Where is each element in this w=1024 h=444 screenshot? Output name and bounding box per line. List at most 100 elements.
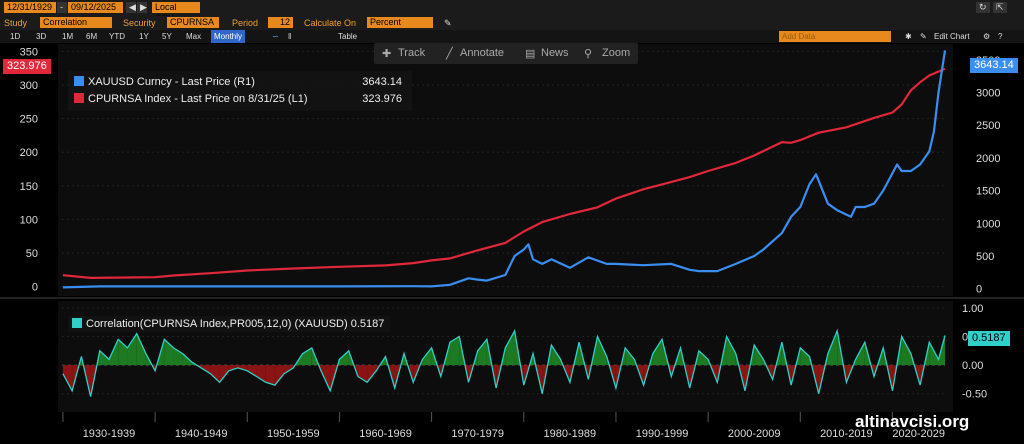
corr-area-segment bbox=[136, 333, 146, 366]
line-chart-icon[interactable]: ∽ bbox=[272, 32, 279, 41]
x-tick-label: 1950-1959 bbox=[267, 428, 320, 440]
bar-chart-icon[interactable]: ‖ bbox=[288, 32, 292, 41]
corr-area-segment bbox=[99, 350, 110, 366]
track-button[interactable]: Track bbox=[398, 47, 426, 59]
zoom-icon: ⚲ bbox=[584, 48, 593, 60]
corr-area-segment bbox=[698, 350, 709, 366]
corr-last-badge: 0.5187 bbox=[968, 331, 1010, 346]
calc-select[interactable]: Percent bbox=[367, 17, 433, 28]
cpi-swatch bbox=[74, 93, 84, 103]
right-tick-label: 0 bbox=[976, 284, 982, 296]
corr-swatch bbox=[72, 318, 82, 328]
gear-icon[interactable]: ⚙ bbox=[983, 32, 991, 41]
x-tick-label: 1930-1939 bbox=[83, 428, 136, 440]
edit-icon[interactable]: ✎ bbox=[920, 32, 927, 41]
security-label: Security bbox=[123, 18, 156, 28]
x-tick-label: 1940-1949 bbox=[175, 428, 228, 440]
gold-series-line bbox=[62, 50, 947, 289]
corr-area-segment bbox=[652, 339, 663, 366]
track-icon: ✚ bbox=[382, 48, 392, 60]
x-tick-label: 2010-2019 bbox=[820, 428, 873, 440]
watermark: altinavcisi.org bbox=[855, 412, 970, 431]
frequency-select[interactable]: Monthly bbox=[211, 30, 246, 43]
left-tick-label: 350 bbox=[20, 46, 38, 58]
left-tick-label: 150 bbox=[20, 181, 38, 193]
corr-area-segment bbox=[800, 347, 810, 366]
corr-tick-label: 1.00 bbox=[962, 303, 983, 315]
table-button[interactable]: Table bbox=[338, 32, 358, 41]
corr-area-segment bbox=[450, 336, 460, 366]
left-tick-label: 250 bbox=[20, 114, 38, 126]
expand-icon[interactable]: ⇱ bbox=[993, 2, 1007, 13]
corr-area-segment bbox=[238, 365, 248, 371]
help-icon[interactable]: ? bbox=[998, 32, 1003, 41]
corr-tick-label: 0.00 bbox=[962, 360, 983, 372]
legend-item-cpi[interactable]: CPURNSA Index - Last Price on 8/31/25 (L… bbox=[74, 91, 308, 107]
start-date-field[interactable]: 12/31/1929 bbox=[4, 2, 56, 13]
period-field[interactable]: 12 bbox=[268, 17, 293, 28]
corr-area-segment bbox=[357, 365, 368, 383]
corr-area-segment bbox=[219, 365, 229, 383]
legend-label-cpi: CPURNSA Index - Last Price on 8/31/25 (L… bbox=[88, 93, 308, 105]
corr-area-segment bbox=[477, 339, 487, 366]
study-select[interactable]: Correlation bbox=[40, 17, 112, 28]
corr-area-segment bbox=[256, 365, 266, 383]
next-arrow-icon[interactable]: ▶ bbox=[137, 2, 147, 13]
calc-label: Calculate On bbox=[304, 18, 357, 28]
corr-area-segment bbox=[228, 365, 239, 371]
corr-area-segment bbox=[302, 347, 312, 366]
legend-value-gold: 3643.14 bbox=[362, 76, 402, 88]
x-tick-label: 2000-2009 bbox=[728, 428, 781, 440]
edit-chart-button[interactable]: Edit Chart bbox=[934, 32, 970, 41]
x-tick-label: 2020-2029 bbox=[892, 428, 945, 440]
period-label: Period bbox=[232, 18, 259, 28]
corr-series-line bbox=[62, 328, 946, 397]
annotate-icon: ╱ bbox=[446, 48, 453, 60]
date-separator: - bbox=[57, 2, 67, 13]
news-button[interactable]: News bbox=[541, 47, 569, 59]
range-6m[interactable]: 6M bbox=[86, 32, 98, 41]
legend-item-gold[interactable]: XAUUSD Curncy - Last Price (R1) bbox=[74, 74, 255, 90]
settings-icon[interactable]: ✱ bbox=[905, 32, 912, 41]
corr-area-segment bbox=[827, 330, 838, 366]
range-1m[interactable]: 1M bbox=[62, 32, 74, 41]
range-max[interactable]: Max bbox=[186, 32, 202, 41]
corr-area-segment bbox=[422, 347, 432, 366]
range-1d[interactable]: 1D bbox=[10, 32, 21, 41]
right-tick-label: 1500 bbox=[976, 186, 1000, 198]
range-ytd[interactable]: YTD bbox=[109, 32, 125, 41]
gold-last-badge: 3643.14 bbox=[970, 58, 1018, 73]
x-tick-label: 1960-1969 bbox=[359, 428, 412, 440]
left-tick-label: 100 bbox=[20, 214, 38, 226]
corr-area-segment bbox=[754, 345, 764, 366]
header-bar: 12/31/1929 - 09/12/2025 ◀ ▶ Local CCY ↻ … bbox=[0, 0, 1024, 23]
pencil-icon[interactable]: ✎ bbox=[444, 18, 452, 28]
range-5y[interactable]: 5Y bbox=[162, 32, 172, 41]
left-tick-label: 50 bbox=[26, 248, 38, 260]
news-icon: ▤ bbox=[525, 48, 536, 60]
corr-legend[interactable]: Correlation(CPURNSA Index,PR005,12,0) (X… bbox=[68, 316, 391, 332]
corr-legend-label: Correlation(CPURNSA Index,PR005,12,0) (X… bbox=[86, 318, 348, 330]
corr-area-segment bbox=[367, 365, 377, 383]
annotate-button[interactable]: Annotate bbox=[460, 47, 505, 59]
legend-label-gold: XAUUSD Curncy - Last Price (R1) bbox=[88, 76, 255, 88]
corr-area-segment bbox=[274, 365, 285, 386]
corr-area-segment bbox=[551, 345, 561, 366]
corr-tick-label: -0.50 bbox=[962, 389, 987, 401]
corr-area-segment bbox=[597, 336, 607, 366]
add-data-input[interactable]: Add Data bbox=[779, 31, 891, 42]
prev-arrow-icon[interactable]: ◀ bbox=[126, 2, 136, 13]
refresh-icon[interactable]: ↻ bbox=[976, 2, 990, 13]
x-tick-label: 1990-1999 bbox=[636, 428, 689, 440]
cpi-series-line bbox=[62, 67, 946, 279]
corr-area-segment bbox=[210, 365, 220, 383]
range-1y[interactable]: 1Y bbox=[139, 32, 149, 41]
left-tick-label: 0 bbox=[32, 282, 38, 294]
zoom-button[interactable]: Zoom bbox=[602, 47, 631, 59]
range-bar: 1D 3D 1M 6M YTD 1Y 5Y Max Monthly ∽ ‖ Ta… bbox=[0, 30, 1024, 43]
corr-area-segment bbox=[339, 350, 349, 366]
end-date-field[interactable]: 09/12/2025 bbox=[68, 2, 123, 13]
corr-area-segment bbox=[726, 336, 736, 366]
range-3d[interactable]: 3D bbox=[36, 32, 47, 41]
